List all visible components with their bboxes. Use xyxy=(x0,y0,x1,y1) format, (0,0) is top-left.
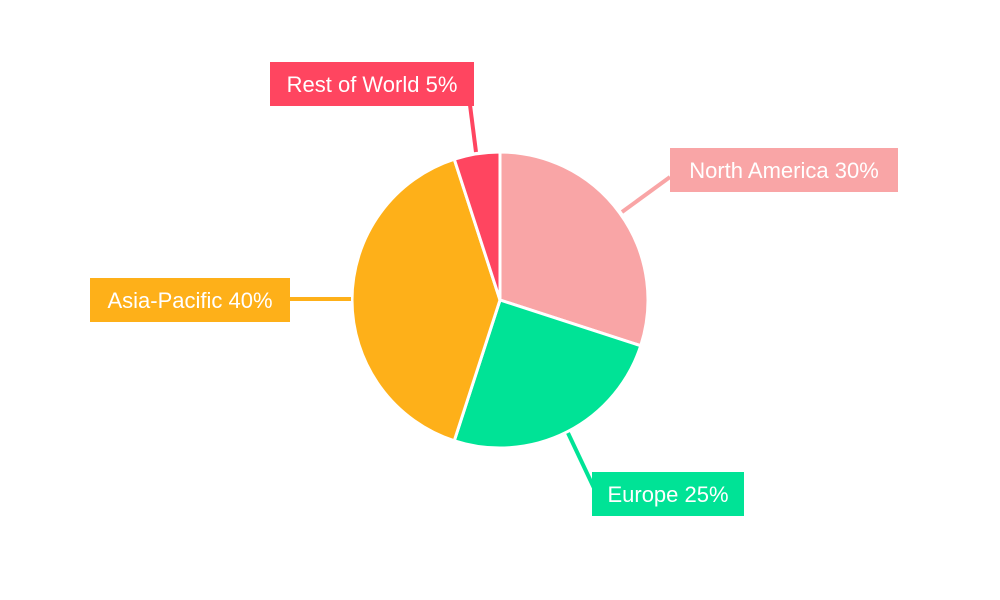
data-label-north-america: North America 30% xyxy=(689,158,879,183)
data-label-rest-of-world: Rest of World 5% xyxy=(287,72,458,97)
label-box-asia-pacific xyxy=(90,278,290,322)
leader-line-rest-of-world xyxy=(468,104,478,153)
pie-slice-europe[interactable] xyxy=(452,298,643,450)
pie-slice-north-america[interactable] xyxy=(498,150,650,348)
data-label-europe: Europe 25% xyxy=(607,482,728,507)
pie-slice-rest-of-world[interactable] xyxy=(452,150,502,302)
leader-line-europe xyxy=(566,432,596,489)
label-box-rest-of-world xyxy=(270,62,474,106)
pie-slice-asia-pacific[interactable] xyxy=(350,157,502,443)
leader-line-north-america xyxy=(620,175,672,214)
label-box-north-america xyxy=(670,148,898,192)
label-box-europe xyxy=(592,472,744,516)
data-label-asia-pacific: Asia-Pacific 40% xyxy=(107,288,272,313)
